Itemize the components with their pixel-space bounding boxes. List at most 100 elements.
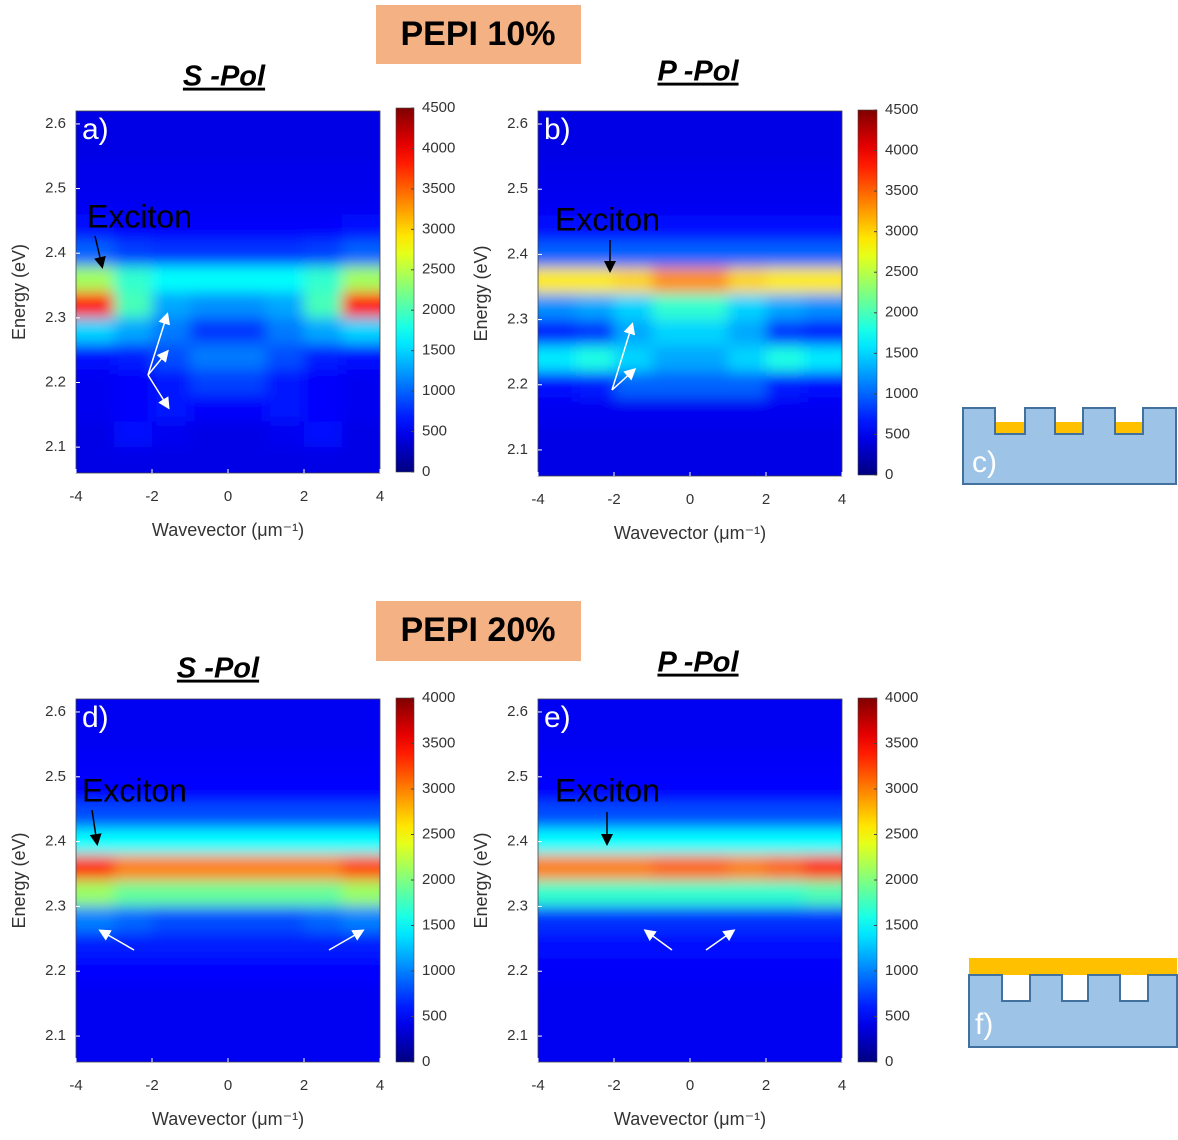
colorbar-tick-label: 1000 (422, 382, 455, 399)
heat-cell (190, 162, 229, 190)
heat-cell (228, 317, 267, 345)
heat-cell (228, 724, 267, 752)
heat-cell (538, 189, 577, 216)
heat-cell (766, 163, 805, 190)
y-tick-label: 2.5 (45, 180, 66, 197)
y-tick-label: 2.6 (45, 703, 66, 720)
heat-cell (614, 371, 653, 399)
perovskite-fill (996, 422, 1024, 433)
heat-cell (114, 188, 153, 215)
heat-cell (766, 1010, 805, 1037)
x-tick-label: -4 (69, 488, 82, 505)
y-tick-label: 2.3 (45, 309, 66, 326)
heat-cell (576, 345, 615, 373)
heat-cell (342, 369, 380, 396)
heatmap-clip (76, 111, 380, 473)
heat-cell (690, 776, 729, 804)
mode-arrow (328, 929, 365, 951)
heat-cell (114, 1036, 153, 1062)
heat-cell (76, 292, 115, 319)
heat-cell (576, 828, 615, 856)
heat-cell (690, 293, 729, 321)
heat-cell (690, 750, 729, 778)
colorbar-tick-label: 1500 (422, 916, 455, 933)
heat-cell (266, 1036, 305, 1062)
header-box (376, 5, 581, 64)
heat-cell (576, 854, 615, 881)
heat-cell (76, 1010, 115, 1037)
heat-cell (690, 449, 729, 476)
heat-cell (76, 750, 115, 778)
heat-cell (190, 292, 229, 319)
heat-cell (614, 319, 653, 347)
heat-cell (690, 802, 729, 830)
heat-cell (728, 699, 767, 726)
y-tick-label: 2.1 (45, 1027, 66, 1044)
heat-cell (538, 984, 577, 1011)
x-axis-label: Wavevector (μm⁻¹) (152, 1109, 304, 1129)
heatmap (538, 111, 842, 476)
heat-cell (342, 292, 380, 319)
heat-cell (576, 215, 615, 242)
heat-cell (152, 880, 191, 907)
heat-cell (652, 423, 691, 451)
heat-cell (538, 371, 577, 399)
heat-cell (152, 162, 191, 190)
chart-title: P -Pol (657, 647, 739, 679)
heat-cell (614, 906, 653, 933)
heat-cell (804, 449, 842, 476)
diagram-label: c) (972, 446, 997, 479)
heat-cell (690, 984, 729, 1011)
heat-cell (266, 828, 305, 856)
heat-cell (266, 724, 305, 752)
heat-cell (576, 397, 615, 425)
heat-cell (804, 137, 842, 164)
heat-cell (342, 111, 380, 138)
heat-cell (690, 906, 729, 933)
heat-cell (690, 267, 729, 294)
heat-cell (614, 776, 653, 804)
heat-cell (342, 266, 380, 293)
heat-cell (728, 802, 767, 830)
heat-cell (576, 724, 615, 752)
colorbar-tick-label: 3000 (422, 220, 455, 237)
y-axis-label: Energy (eV) (471, 245, 491, 341)
heat-cell (576, 163, 615, 190)
colorbar-tick-label: 4500 (885, 101, 918, 118)
heat-cell (690, 1010, 729, 1037)
y-tick-label: 2.4 (507, 833, 528, 850)
heat-cell (538, 932, 577, 959)
colorbar-tick-label: 2000 (885, 304, 918, 321)
heat-cell (114, 111, 153, 138)
heat-cell (266, 447, 305, 473)
heat-cell (342, 699, 380, 726)
heat-cell (190, 854, 229, 881)
heat-cell (576, 750, 615, 778)
x-tick-label: 2 (762, 491, 770, 508)
heat-cell (804, 984, 842, 1011)
heat-cell (728, 854, 767, 881)
heat-cell (614, 423, 653, 451)
heat-cell (690, 137, 729, 164)
heat-cell (614, 241, 653, 268)
heat-cell (690, 724, 729, 752)
heat-cell (190, 932, 229, 959)
x-tick-label: -4 (69, 1077, 82, 1094)
heat-cell (152, 776, 191, 804)
heat-cell (342, 932, 380, 959)
heat-cell (576, 802, 615, 830)
heat-cell (652, 241, 691, 268)
colorbar-tick-label: 2500 (885, 263, 918, 280)
heat-cell (76, 984, 115, 1011)
heat-cell (152, 266, 191, 293)
heat-cell (266, 343, 305, 371)
heatmap-clip (538, 111, 842, 476)
heat-cell (576, 984, 615, 1011)
heat-cell (342, 188, 380, 215)
heat-cell (728, 319, 767, 347)
heat-cell (114, 395, 153, 422)
heat-cell (152, 214, 191, 241)
colorbar-tick-label: 2500 (422, 825, 455, 842)
heat-cell (652, 932, 691, 959)
